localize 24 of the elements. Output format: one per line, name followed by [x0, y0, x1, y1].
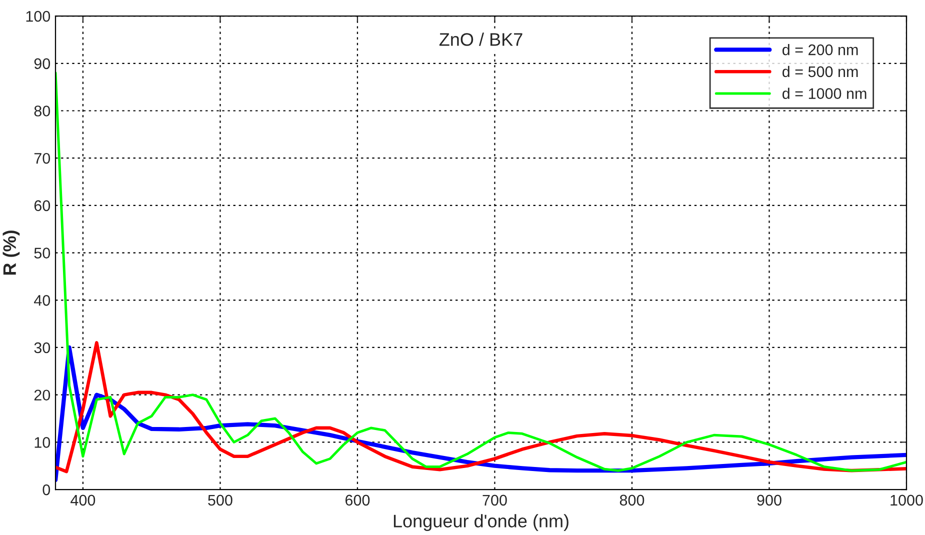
text: ZnO / BK7 — [439, 32, 522, 46]
legend-label: d = 200 nm — [782, 44, 858, 56]
x-tick-label: 400 — [70, 494, 96, 506]
legend-label: d = 1000 nm — [782, 88, 866, 99]
x-tick-label: 500 — [208, 494, 232, 506]
y-tick-label: 70 — [34, 152, 50, 164]
y-tick-label: 90 — [34, 58, 50, 70]
y-tick-label: 60 — [34, 200, 50, 212]
x-tick-label: 600 — [346, 494, 370, 506]
x-tick-label: 1000 — [890, 494, 923, 506]
x-axis-title: Longueur d'onde (nm) — [394, 514, 568, 532]
x-tick-label: 900 — [757, 494, 782, 506]
x-tick-label: 800 — [620, 494, 644, 506]
y-tick-label: 50 — [34, 248, 50, 258]
y-tick-label: 20 — [34, 390, 50, 401]
y-tick-label: 40 — [34, 295, 50, 306]
y-tick-label: 100 — [26, 10, 50, 22]
y-tick-label: 10 — [34, 437, 50, 448]
y-axis-title: R (%) — [2, 230, 20, 275]
x-tick-label: 700 — [482, 494, 507, 506]
legend-label: d = 500 nm — [782, 66, 858, 78]
y-tick-label: 80 — [34, 106, 50, 116]
y-tick-label: 30 — [34, 342, 50, 354]
y-tick-label: 0 — [42, 484, 50, 496]
